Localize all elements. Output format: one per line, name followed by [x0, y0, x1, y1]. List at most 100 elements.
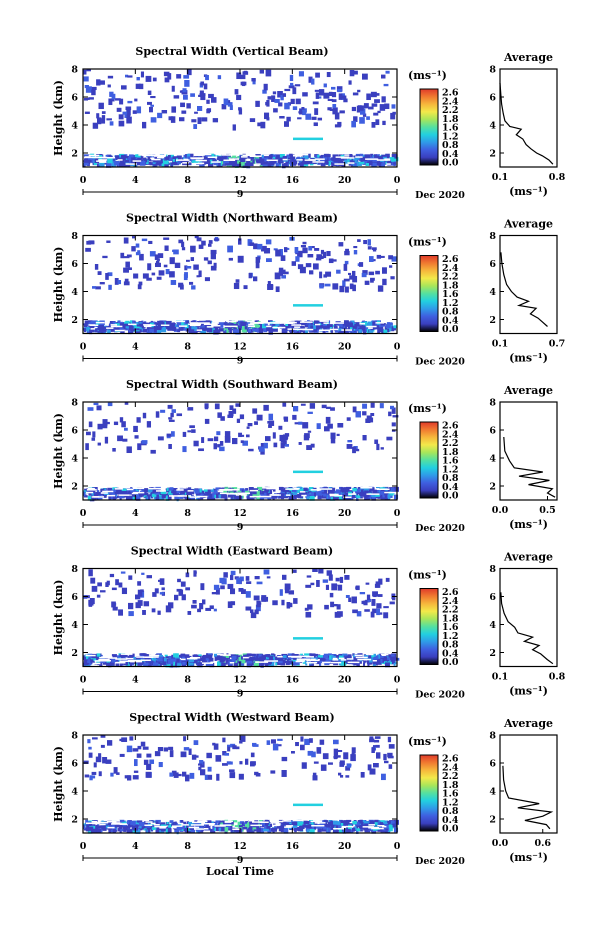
- x-tick-label: 4: [132, 841, 139, 852]
- colorbar-tick-label: 0.0: [442, 824, 459, 835]
- colorbar-tick-label: 0.0: [442, 158, 459, 169]
- avg-y-tick-label: 2: [489, 482, 496, 493]
- avg-x-tick-label: 0.1: [492, 172, 509, 183]
- avg-profile-line: [503, 436, 556, 498]
- panel-3: Spectral Width (Eastward Beam) 2 4 6 8 Height…: [52, 545, 566, 701]
- x-tick-label: 20: [338, 675, 352, 686]
- colorbar-tick-label: 0.4: [442, 648, 459, 659]
- date-day: 9: [237, 189, 244, 200]
- colorbar-tick-label: 1.8: [442, 280, 459, 291]
- avg-frame: [499, 68, 558, 168]
- y-tick-label: 6: [71, 426, 78, 437]
- y-tick-label: 6: [71, 759, 78, 770]
- colorbar: [419, 255, 439, 332]
- x-tick-label: 0: [80, 841, 87, 852]
- colorbar-tick-label: 1.6: [442, 456, 459, 467]
- colorbar-tick-label: 2.2: [442, 771, 459, 782]
- date-day: 9: [237, 689, 244, 700]
- y-axis-label: Height (km): [52, 413, 65, 489]
- colorbar-tick-label: 1.8: [442, 780, 459, 791]
- colorbar-tick-label: 0.4: [442, 149, 459, 160]
- y-tick-label: 8: [71, 398, 78, 409]
- colorbar-tick-label: 1.8: [442, 114, 459, 125]
- avg-x-tick-label: 0.0: [492, 838, 509, 849]
- x-tick-label: 12: [233, 508, 246, 519]
- avg-frame: [499, 234, 558, 335]
- colorbar-tick-label: 2.4: [442, 429, 459, 440]
- date-day: 9: [237, 522, 244, 533]
- avg-profile-line: [500, 592, 554, 665]
- colorbar-tick-label: 1.6: [442, 123, 459, 134]
- avg-y-tick-label: 6: [489, 259, 496, 270]
- colorbar-tick-label: 1.8: [442, 613, 459, 624]
- y-axis-label: Height (km): [52, 80, 65, 156]
- avg-x-tick-label: 0.6: [534, 838, 551, 849]
- colorbar-tick-label: 0.4: [442, 815, 459, 826]
- avg-frame: [499, 567, 558, 668]
- colorbar-unit: (ms⁻¹): [408, 569, 447, 582]
- colorbar-tick-label: 1.2: [442, 131, 459, 142]
- y-tick-label: 8: [71, 231, 78, 242]
- date-label: Dec 2020: [415, 190, 465, 201]
- panel-2: Spectral Width (Southward Beam) 2 4 6 8 Heigh…: [52, 378, 558, 534]
- heatmap-cells: [83, 235, 398, 335]
- date-day: 9: [237, 356, 244, 367]
- colorbar-tick-label: 2.6: [442, 254, 459, 265]
- x-tick-label: 20: [338, 175, 352, 186]
- avg-x-tick-label: 0.7: [549, 339, 566, 350]
- colorbar-tick-label: 2.4: [442, 596, 459, 607]
- avg-x-tick-label: 0.5: [539, 505, 556, 516]
- y-tick-label: 2: [71, 648, 78, 659]
- colorbar-tick-label: 2.2: [442, 605, 459, 616]
- avg-y-tick-label: 4: [489, 121, 496, 132]
- y-tick-label: 2: [71, 815, 78, 826]
- colorbar-tick-label: 1.2: [442, 797, 459, 808]
- avg-y-tick-label: 2: [489, 149, 496, 160]
- x-tick-label: 0: [394, 342, 401, 353]
- x-tick-label: 0: [394, 175, 401, 186]
- colorbar-tick-label: 2.6: [442, 88, 459, 99]
- colorbar-tick-label: 0.8: [442, 640, 459, 651]
- x-tick-label: 12: [233, 175, 246, 186]
- avg-y-tick-label: 4: [489, 454, 496, 465]
- x-tick-label: 0: [394, 508, 401, 519]
- avg-y-tick-label: 4: [489, 287, 496, 298]
- colorbar: [419, 421, 439, 499]
- x-tick-label: 16: [286, 841, 300, 852]
- y-tick-label: 4: [71, 787, 78, 798]
- colorbar-tick-label: 2.6: [442, 754, 459, 765]
- avg-y-tick-label: 8: [489, 65, 496, 76]
- avg-x-tick-label: 0.1: [492, 672, 509, 683]
- avg-unit: (ms⁻¹): [509, 185, 548, 198]
- y-tick-label: 8: [71, 731, 78, 742]
- x-tick-label: 8: [184, 508, 191, 519]
- avg-title: Average: [503, 717, 553, 730]
- avg-x-tick-label: 0.8: [549, 172, 566, 183]
- y-tick-label: 8: [71, 564, 78, 575]
- x-tick-label: 16: [286, 342, 300, 353]
- colorbar-tick-label: 0.0: [442, 491, 459, 502]
- x-tick-label: 8: [184, 841, 191, 852]
- colorbar-tick-label: 2.4: [442, 96, 459, 107]
- avg-y-tick-label: 8: [489, 564, 496, 575]
- chart-title: Spectral Width (Westward Beam): [129, 711, 334, 724]
- heatmap-cells: [83, 402, 399, 502]
- colorbar-tick-label: 2.4: [442, 762, 459, 773]
- x-tick-label: 20: [338, 841, 352, 852]
- avg-y-tick-label: 2: [489, 648, 496, 659]
- chart-title: Spectral Width (Southward Beam): [126, 378, 338, 391]
- date-label: Dec 2020: [415, 690, 465, 701]
- date-label: Dec 2020: [415, 357, 465, 368]
- avg-frame: [499, 734, 558, 834]
- y-tick-label: 6: [71, 259, 78, 270]
- avg-unit: (ms⁻¹): [509, 685, 548, 698]
- colorbar-tick-label: 0.8: [442, 140, 459, 151]
- y-tick-label: 4: [71, 620, 78, 631]
- chart-title: Spectral Width (Vertical Beam): [135, 45, 328, 58]
- y-tick-label: 4: [71, 454, 78, 465]
- x-tick-label: 12: [233, 841, 246, 852]
- colorbar-tick-label: 1.2: [442, 298, 459, 309]
- colorbar-tick-label: 0.8: [442, 473, 459, 484]
- x-tick-label: 0: [80, 175, 87, 186]
- avg-y-tick-label: 2: [489, 815, 496, 826]
